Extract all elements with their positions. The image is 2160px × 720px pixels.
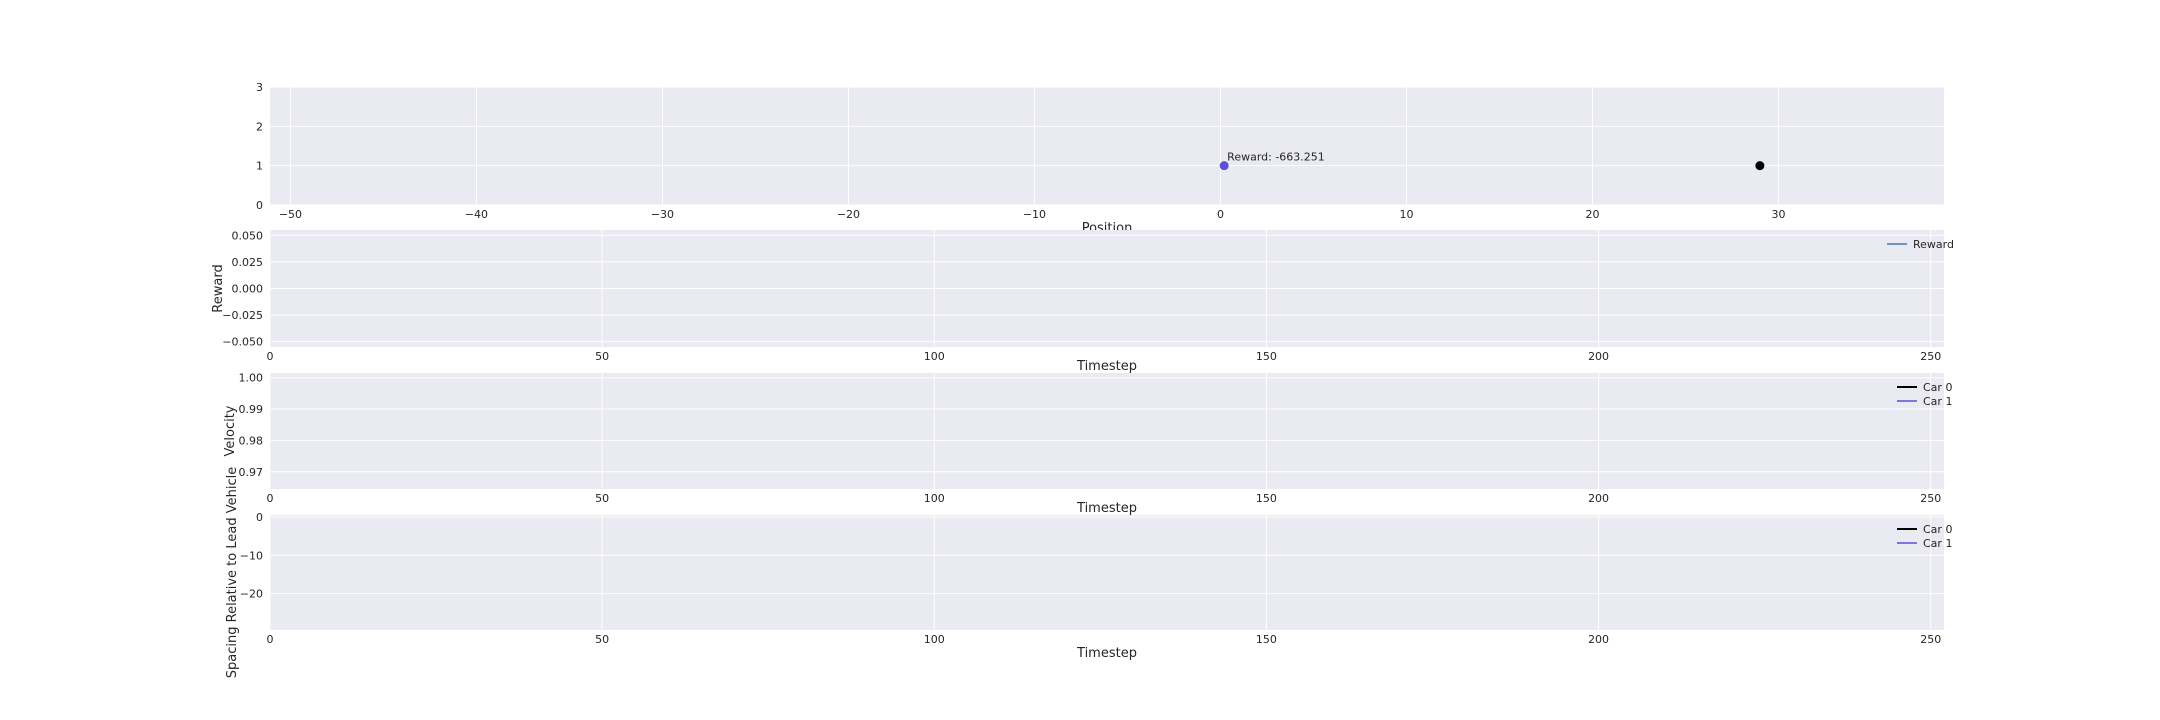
- legend-label: Car 0: [1923, 523, 1952, 536]
- x-tick-label: 30: [1771, 208, 1785, 221]
- y-tick-label: 3: [256, 81, 263, 94]
- y-tick-label: 0.025: [232, 256, 264, 269]
- plot-area: [270, 87, 1944, 205]
- x-tick-label: −20: [837, 208, 860, 221]
- y-tick-label: −10: [240, 549, 263, 562]
- y-axis-label: Velocity: [223, 405, 238, 456]
- legend-label: Car 1: [1923, 395, 1952, 408]
- y-tick-label: 1: [256, 160, 263, 173]
- car-marker: [1219, 161, 1229, 171]
- x-tick-label: −10: [1023, 208, 1046, 221]
- y-tick-label: 0.98: [239, 434, 264, 447]
- y-tick-label: 2: [256, 120, 263, 133]
- x-tick-label: 250: [1920, 633, 1941, 646]
- x-tick-label: 20: [1585, 208, 1599, 221]
- x-tick-label: 200: [1588, 633, 1609, 646]
- legend-label: Car 1: [1923, 537, 1952, 550]
- x-tick-label: 150: [1256, 633, 1277, 646]
- y-tick-label: 0.050: [232, 229, 264, 242]
- legend-label: Reward: [1913, 238, 1954, 251]
- x-tick-label: 250: [1920, 350, 1941, 363]
- legend-label: Car 0: [1923, 381, 1952, 394]
- x-tick-label: 200: [1588, 492, 1609, 505]
- y-tick-label: −0.025: [222, 309, 263, 322]
- x-tick-label: 0: [267, 633, 274, 646]
- y-tick-label: 1.00: [239, 372, 264, 385]
- y-axis-label: Spacing Relative to Lead Vehicle: [225, 467, 240, 678]
- x-tick-label: 0: [267, 492, 274, 505]
- x-tick-label: 0: [267, 350, 274, 363]
- x-axis-label: Timestep: [1076, 646, 1137, 661]
- y-tick-label: 0.97: [239, 466, 264, 479]
- y-axis-label: Reward: [211, 264, 226, 312]
- x-tick-label: 150: [1256, 350, 1277, 363]
- x-tick-label: 0: [1217, 208, 1224, 221]
- x-tick-label: 150: [1256, 492, 1277, 505]
- x-tick-label: 50: [595, 633, 609, 646]
- y-tick-label: 0: [256, 199, 263, 212]
- car-marker: [1755, 161, 1765, 171]
- x-tick-label: −30: [651, 208, 674, 221]
- x-tick-label: 200: [1588, 350, 1609, 363]
- y-tick-label: 0.000: [232, 283, 264, 296]
- plot-area: [270, 373, 1944, 489]
- y-tick-label: −0.050: [222, 336, 263, 349]
- x-tick-label: 50: [595, 350, 609, 363]
- chart-panel-position: −50 −40 −30 −20 −10 0 10 20 300123PositionReward…: [256, 81, 1944, 236]
- x-tick-label: 250: [1920, 492, 1941, 505]
- x-axis-label: Timestep: [1076, 501, 1137, 516]
- y-tick-label: 0.99: [239, 403, 264, 416]
- y-tick-label: −20: [240, 588, 263, 601]
- x-tick-label: 10: [1399, 208, 1413, 221]
- x-tick-label: 100: [924, 492, 945, 505]
- chart-panel-reward: 0 50 100 150 200 250 0.050 0.025 0.000 −0.025 −0.0…: [211, 229, 1954, 374]
- chart-panel-velocity: 0 50 100 150 200 250 1.00 0.99 0.98 0.97 Timestep V…: [223, 372, 1952, 516]
- plot-area: [270, 515, 1944, 630]
- x-tick-label: 50: [595, 492, 609, 505]
- x-axis-label: Timestep: [1076, 359, 1137, 374]
- x-tick-label: −50: [279, 208, 302, 221]
- chart-panel-spacing: 0 50 100 150 200 250 0 −10 −20 Timestep Spacing Re…: [225, 467, 1952, 678]
- reward-annotation: Reward: -663.251: [1227, 151, 1325, 164]
- x-tick-label: −40: [465, 208, 488, 221]
- x-tick-label: 100: [924, 350, 945, 363]
- y-tick-label: 0: [256, 511, 263, 524]
- x-tick-label: 100: [924, 633, 945, 646]
